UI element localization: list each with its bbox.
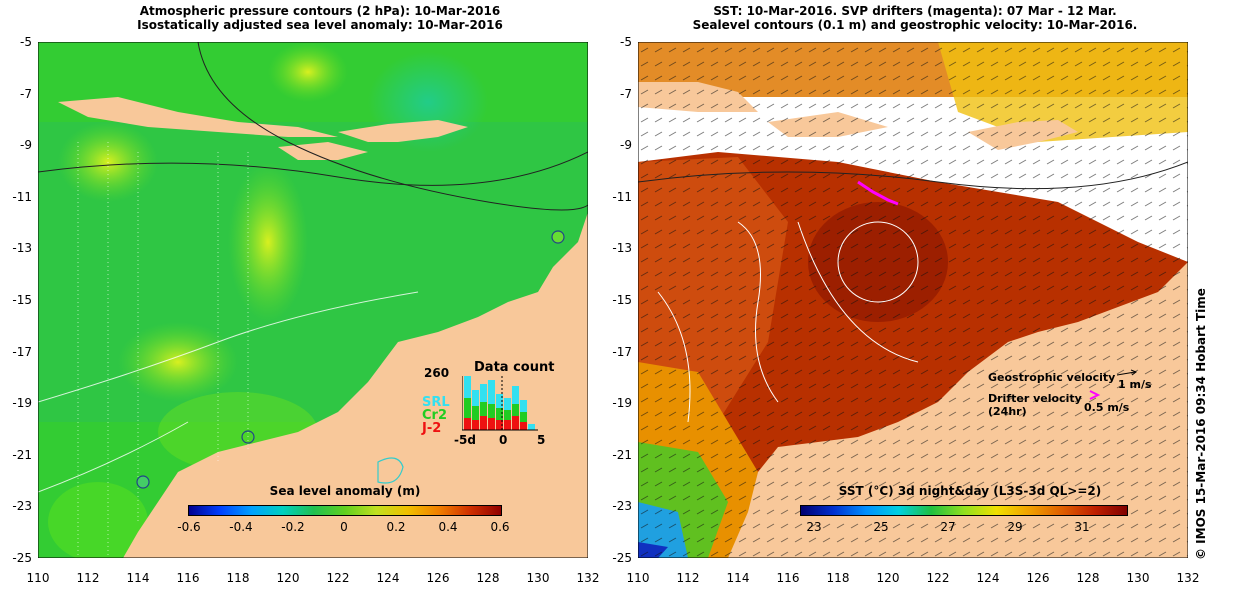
x-tick: 122 (326, 571, 350, 585)
data-count-title: Data count (474, 360, 555, 375)
right-title-line1: SST: 10-Mar-2016. SVP drifters (magenta)… (713, 4, 1117, 18)
right-title-line2: Sealevel contours (0.1 m) and geostrophi… (692, 18, 1138, 32)
tide-gauge-marker (136, 475, 150, 489)
tide-gauge-marker (551, 230, 565, 244)
colorbar-tick: -0.6 (177, 520, 201, 534)
y-tick: -23 (12, 499, 32, 513)
drifter-arrow-icon (1089, 390, 1101, 400)
drifter-legend-label: Drifter velocity (988, 392, 1082, 405)
y-tick: -19 (12, 396, 32, 410)
x-tick: 126 (426, 571, 450, 585)
x-tick: 120 (876, 571, 900, 585)
y-tick: -9 (620, 138, 632, 152)
sumba-island (278, 142, 368, 160)
data-count-histogram (462, 376, 538, 431)
right-colorbar (800, 505, 1128, 516)
right-map (638, 42, 1188, 558)
x-tick: 118 (826, 571, 850, 585)
geostrophic-legend-label: Geostrophic velocity (988, 371, 1116, 384)
x-tick: 128 (476, 571, 500, 585)
colorbar-tick: 0.4 (438, 520, 458, 534)
colorbar-tick: 31 (1074, 520, 1090, 534)
x-tick: 130 (1126, 571, 1150, 585)
x-tick: 130 (526, 571, 550, 585)
data-count-max: 260 (424, 366, 450, 380)
x-tick: 128 (1076, 571, 1100, 585)
y-tick: -7 (20, 87, 32, 101)
geostrophic-velocity-arrows (638, 42, 1188, 558)
series-label-j2: J-2 (422, 421, 442, 436)
colorbar-tick: 27 (940, 520, 956, 534)
colorbar-tick: 23 (806, 520, 822, 534)
y-tick: -17 (612, 345, 632, 359)
y-tick: -5 (620, 35, 632, 49)
y-tick: -21 (12, 448, 32, 462)
series-label-srl: SRL (422, 395, 450, 410)
x-tick: 132 (576, 571, 600, 585)
imos-credit: © IMOS 15-Mar-2016 09:34 Hobart Time (1194, 288, 1208, 560)
right-colorbar-label: SST (°C) 3d night&day (L3S-3d QL>=2) (838, 484, 1102, 498)
histogram-bars (464, 376, 535, 430)
geostrophic-arrow-icon (1117, 369, 1138, 376)
australia-land (123, 212, 588, 558)
histogram-xtick: 0 (499, 433, 508, 447)
left-colorbar-label: Sea level anomaly (m) (269, 484, 421, 498)
y-tick: -15 (12, 293, 32, 307)
x-tick: 114 (126, 571, 150, 585)
x-tick: 116 (176, 571, 200, 585)
y-tick: -13 (12, 241, 32, 255)
svp-drifter-track (857, 180, 899, 206)
x-tick: 114 (726, 571, 750, 585)
colorbar-tick: -0.4 (229, 520, 253, 534)
x-tick: 124 (376, 571, 400, 585)
left-title-line1: Atmospheric pressure contours (2 hPa): 1… (139, 4, 501, 18)
nusa-tenggara-islands (58, 97, 338, 137)
left-map (38, 42, 588, 558)
y-tick: -13 (612, 241, 632, 255)
colorbar-tick: 0.6 (490, 520, 510, 534)
timor-island (338, 120, 468, 142)
colorbar-tick: 25 (873, 520, 889, 534)
x-tick: 110 (26, 571, 50, 585)
geostrophic-scale: 1 m/s (1118, 378, 1152, 391)
x-tick: 112 (76, 571, 100, 585)
y-tick: -21 (612, 448, 632, 462)
y-tick: -11 (612, 190, 632, 204)
left-colorbar (188, 505, 502, 516)
x-tick: 118 (226, 571, 250, 585)
y-tick: -25 (612, 551, 632, 565)
x-tick: 126 (1026, 571, 1050, 585)
x-tick: 120 (276, 571, 300, 585)
y-tick: -23 (612, 499, 632, 513)
colorbar-tick: 29 (1007, 520, 1023, 534)
histogram-xtick: 5 (537, 433, 546, 447)
x-tick: 132 (1176, 571, 1200, 585)
y-tick: -15 (612, 293, 632, 307)
tide-gauge-marker (241, 430, 255, 444)
x-tick: 124 (976, 571, 1000, 585)
x-tick: 112 (676, 571, 700, 585)
colorbar-tick: 0.2 (386, 520, 406, 534)
y-tick: -9 (20, 138, 32, 152)
y-tick: -11 (12, 190, 32, 204)
y-tick: -5 (20, 35, 32, 49)
histogram-xtick: -5d (454, 433, 476, 447)
drifter-legend-sub: (24hr) (988, 405, 1027, 418)
drifter-scale: 0.5 m/s (1084, 401, 1130, 414)
series-label-cr2: Cr2 (422, 408, 447, 423)
y-tick: -7 (620, 87, 632, 101)
y-tick: -17 (12, 345, 32, 359)
colorbar-tick: 0 (340, 520, 348, 534)
x-tick: 116 (776, 571, 800, 585)
y-tick: -25 (12, 551, 32, 565)
left-title-line2: Isostatically adjusted sea level anomaly… (137, 18, 503, 32)
y-tick: -19 (612, 396, 632, 410)
colorbar-tick: -0.2 (281, 520, 305, 534)
x-tick: 122 (926, 571, 950, 585)
x-tick: 110 (626, 571, 650, 585)
